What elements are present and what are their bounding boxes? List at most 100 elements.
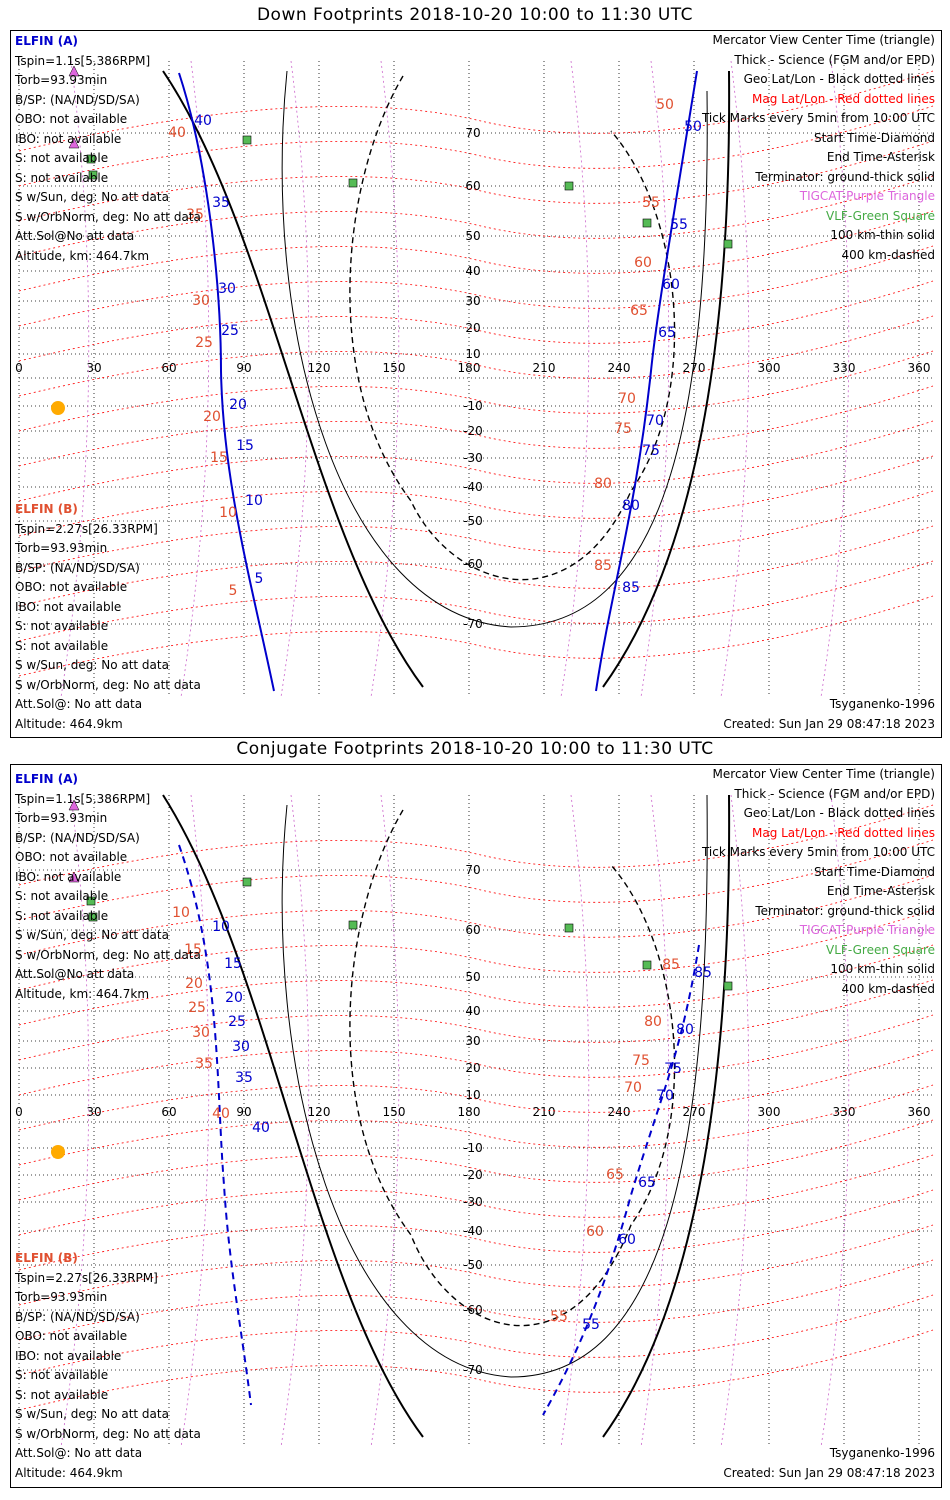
info-line: S w/Sun, deg: No att data [15, 928, 169, 942]
spacecraft-header: ELFIN (A) [15, 34, 78, 48]
mag-lat-line [18, 1084, 934, 1166]
mag-lat-line [18, 1154, 934, 1236]
lon-tick-label: 150 [383, 1105, 406, 1119]
model-label: Tsyganenko-1996 [829, 697, 935, 711]
lon-tick-label: 120 [308, 1105, 331, 1119]
mag-lon-line [560, 60, 590, 698]
lat-tick-label: -40 [463, 480, 483, 494]
info-line: Att.Sol@: No att data [15, 1446, 143, 1460]
elfin-b-time-label: 65 [658, 325, 676, 341]
panel-title-conjugate: Conjugate Footprints 2018-10-20 10:00 to… [236, 739, 714, 759]
lon-tick-label: 240 [608, 361, 631, 375]
elfin-a-mag-label: 40 [168, 125, 186, 141]
lat-tick-label: -50 [463, 514, 483, 528]
lat-tick-label: 70 [465, 126, 480, 140]
elfin-a-time-label: 40 [252, 1120, 270, 1136]
legend-entry: Mercator View Center Time (triangle) [712, 33, 935, 47]
elfin-b-mag-label: 70 [624, 1080, 642, 1096]
elfin-b-time-label: 65 [638, 1175, 656, 1191]
elfin-b-time-label: 60 [618, 1232, 636, 1248]
mag-lat-line [18, 1329, 934, 1411]
mag-lon-line [370, 60, 400, 698]
elfin-b-mag-label: 65 [630, 303, 648, 319]
info-line: OBO: not available [15, 1329, 128, 1343]
elfin-b-mag-label: 70 [618, 391, 636, 407]
elfin-b-time-label: 50 [684, 119, 702, 135]
elfin-b-time-label: 70 [646, 413, 664, 429]
info-line: S w/Sun, deg: No att data [15, 190, 169, 204]
mag-lat-line [18, 1294, 934, 1376]
spacecraft-header: ELFIN (B) [15, 502, 78, 516]
mag-lon-line [640, 60, 670, 698]
mag-lat-line [18, 839, 934, 921]
elfin-a-mag-label: 25 [195, 335, 213, 351]
vlf-station-marker [88, 912, 98, 922]
lon-tick-label: 30 [86, 1105, 101, 1119]
elfin-a-mag-label: 35 [186, 207, 204, 223]
info-line: S: not available [15, 1387, 109, 1402]
mag-lat-line [18, 350, 934, 432]
elfin-b-mag-label: 80 [594, 476, 612, 492]
legend-entry: 100 km-thin solid [830, 962, 935, 976]
info-line: B/SP: (NA/ND/SD/SA) [15, 1309, 140, 1324]
legend-entry: 400 km-dashed [841, 247, 935, 262]
elfin-a-mag-label: 30 [192, 293, 210, 309]
elfin-a-time-label: 25 [221, 323, 239, 339]
info-line: S w/OrbNorm, deg: No att data [15, 209, 201, 224]
elfin-a-time-label: 30 [232, 1039, 250, 1055]
vlf-station-marker [86, 896, 96, 906]
info-line: Torb=93.93min [15, 811, 108, 825]
info-line: S: not available [15, 889, 109, 903]
lat-tick-label: -60 [463, 1303, 483, 1317]
elfin-a-info: ELFIN (A) Tspin=1.1s[5.386RPM] Torb=93.93m… [15, 770, 201, 1004]
sun-icon [51, 1145, 65, 1159]
elfin-a-time-label: 20 [225, 990, 243, 1006]
elfin-b-mag-label: 65 [606, 1167, 624, 1183]
elfin-a-mag-label: 15 [210, 450, 228, 466]
elfin-b-mag-label: 55 [550, 1309, 568, 1325]
elfin-b-time-label: 55 [582, 1317, 600, 1333]
mag-lon-line [280, 60, 310, 698]
info-line: Tspin=1.1s[5.386RPM] [15, 791, 151, 806]
panel-title-down: Down Footprints 2018-10-20 10:00 to 11:3… [256, 5, 694, 25]
lat-tick-label: -30 [463, 451, 483, 465]
lat-tick-label: 50 [465, 970, 480, 984]
info-line: Att.Sol@No att data [15, 229, 135, 243]
elfin-a-mag-label: 40 [212, 1106, 230, 1122]
legend-entry: Geo Lat/Lon - Black dotted lines [743, 72, 935, 86]
elfin-b-mag-label: 50 [656, 97, 674, 113]
vlf-station-marker [86, 154, 96, 164]
elfin-a-mag-label: 35 [195, 1056, 213, 1072]
vlf-station-marker [348, 178, 358, 188]
elfin-b-time-label: 70 [656, 1088, 674, 1104]
vlf-station-marker [242, 135, 252, 145]
info-line: Att.Sol@No att data [15, 967, 135, 981]
lat-tick-label: -20 [463, 424, 483, 438]
elfin-b-info: ELFIN (B) Tspin=2.27s[26.33RPM] Torb=93.93… [15, 500, 201, 734]
elfin-a-mag-label: 25 [188, 1000, 206, 1016]
lon-tick-label: 360 [908, 361, 931, 375]
mag-lat-line [18, 210, 934, 292]
info-line: OBO: not available [15, 850, 128, 864]
mag-lon-line [280, 794, 310, 1448]
elfin-a-track [178, 72, 275, 692]
100km-line [281, 70, 708, 628]
terminator-line [602, 794, 731, 1438]
400km-line [349, 75, 676, 581]
vlf-station-marker [564, 181, 574, 191]
lat-tick-label: -30 [463, 1195, 483, 1209]
elfin-b-time-label: 55 [670, 217, 688, 233]
elfin-a-track [178, 844, 252, 1406]
elfin-a-time-label: 10 [245, 493, 263, 509]
elfin-a-time-label: 15 [224, 956, 242, 972]
info-line: IBO: not available [15, 131, 122, 146]
elfin-b-track [542, 944, 700, 1416]
legend-entry: Terminator: ground-thick solid [755, 169, 935, 184]
info-line: Altitude, km: 464.7km [15, 986, 150, 1001]
elfin-a-time-label: 15 [236, 438, 254, 454]
lat-tick-label: 40 [465, 264, 480, 278]
legend-entry: TIGCAT-Purple Triangle [799, 189, 935, 203]
mag-lat-line [18, 420, 934, 502]
map-panel-down: 70 60 50 40 30 20 10 -10 -20 -30 -40 -50 -60 -70 0 30 60… [10, 30, 942, 738]
